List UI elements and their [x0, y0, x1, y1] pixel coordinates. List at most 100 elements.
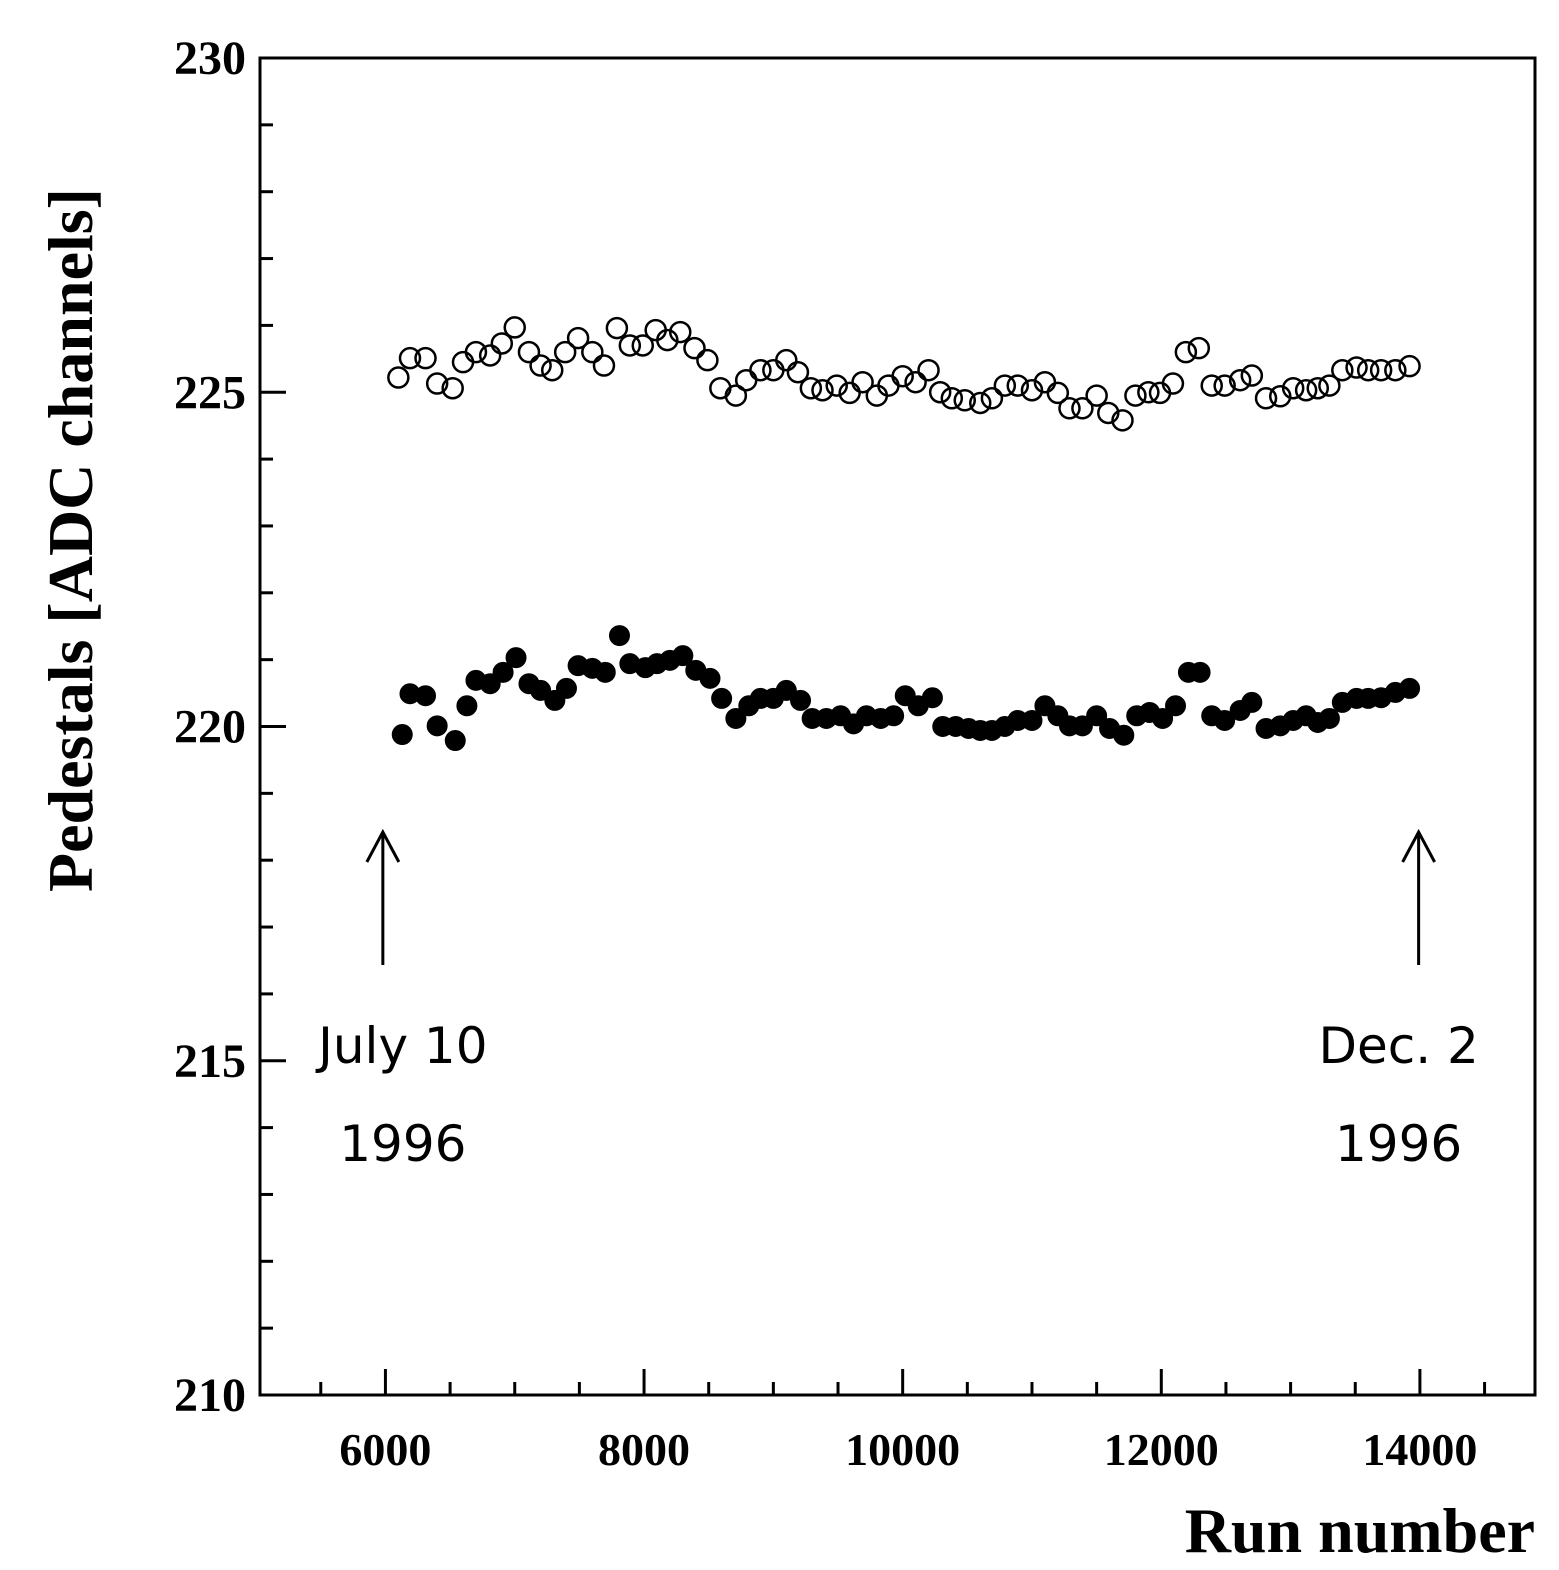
filled-marker — [492, 661, 514, 683]
open-marker — [683, 336, 706, 360]
filled-marker — [505, 647, 527, 669]
open-marker — [1071, 397, 1094, 420]
open-marker — [451, 350, 475, 374]
open-marker — [1356, 358, 1380, 382]
open-marker — [1174, 340, 1198, 364]
open-marker — [605, 316, 629, 340]
open-marker — [553, 340, 577, 364]
x-tick-label: 14000 — [1362, 1424, 1477, 1475]
open-marker — [464, 340, 488, 364]
filled-marker — [921, 687, 943, 709]
x-tick-label: 10000 — [845, 1424, 960, 1475]
filled-marker — [1071, 715, 1093, 737]
annotation-text: Dec. 2 — [1318, 1017, 1478, 1075]
filled-marker — [1189, 661, 1211, 683]
open-marker — [503, 316, 526, 339]
open-marker — [1161, 372, 1185, 395]
open-marker — [1398, 354, 1421, 378]
open-marker — [398, 346, 422, 370]
open-marker — [1137, 381, 1160, 404]
plot-frame — [258, 56, 1537, 1397]
open-marker — [928, 381, 952, 404]
open-marker — [581, 340, 604, 364]
open-marker — [618, 334, 642, 357]
open-marker — [540, 358, 564, 382]
open-marker — [1254, 387, 1278, 410]
annotation-arrow — [365, 828, 401, 965]
y-tick-label: 215 — [174, 1035, 246, 1088]
annotation-text: 1996 — [1335, 1115, 1462, 1173]
open-marker — [1200, 374, 1223, 397]
open-marker — [566, 326, 590, 350]
open-marker — [969, 391, 992, 415]
filled-marker — [699, 667, 721, 689]
open-marker — [1085, 384, 1108, 407]
open-marker — [811, 378, 834, 402]
y-tick-label: 225 — [174, 366, 246, 419]
open-marker — [1240, 364, 1264, 387]
open-marker — [904, 370, 927, 394]
open-marker — [1046, 381, 1070, 405]
filled-marker — [672, 645, 694, 667]
open-marker — [1058, 397, 1081, 420]
filled-marker — [594, 661, 616, 683]
filled-marker — [790, 689, 812, 711]
open-marker — [1228, 368, 1252, 392]
filled-marker — [1165, 695, 1187, 717]
open-marker — [414, 346, 437, 370]
open-marker — [387, 366, 410, 389]
open-marker — [1281, 376, 1305, 400]
x-tick-label: 6000 — [339, 1424, 431, 1475]
filled-marker — [775, 679, 797, 701]
filled-marker — [711, 687, 733, 709]
open-marker — [592, 354, 616, 377]
annotation-text: 1996 — [339, 1115, 466, 1173]
open-marker — [1111, 409, 1134, 432]
open-marker — [786, 360, 810, 384]
open-marker — [1213, 374, 1236, 397]
open-marker — [1124, 384, 1147, 407]
open-marker — [1269, 385, 1292, 408]
open-marker — [734, 368, 758, 392]
open-marker — [517, 340, 541, 364]
open-marker — [917, 358, 940, 382]
open-marker — [1331, 358, 1354, 382]
open-marker — [656, 328, 679, 352]
filled-marker — [1318, 707, 1340, 729]
open-marker — [631, 334, 655, 357]
open-marker — [762, 358, 785, 382]
y-tick-label: 230 — [174, 32, 246, 85]
filled-marker — [1021, 709, 1043, 731]
filled-marker — [1086, 705, 1108, 727]
y-tick-label: 220 — [174, 701, 246, 754]
filled-marker — [426, 715, 448, 737]
open-marker — [980, 387, 1004, 410]
open-marker — [775, 348, 798, 372]
open-marker — [441, 376, 464, 400]
open-marker — [1306, 376, 1330, 400]
y-tick-label: 210 — [174, 1369, 246, 1422]
open-marker — [1318, 374, 1341, 397]
open-marker — [891, 364, 914, 388]
filled-marker — [883, 705, 905, 727]
filled-marker — [555, 677, 577, 699]
open-marker — [724, 384, 748, 407]
open-marker — [940, 387, 964, 410]
open-marker — [1369, 358, 1393, 382]
filled-marker — [1399, 677, 1421, 699]
filled-marker — [1241, 691, 1263, 713]
open-marker — [953, 389, 976, 412]
open-marker — [1187, 336, 1211, 360]
open-marker — [1006, 374, 1030, 397]
open-marker — [1097, 401, 1120, 425]
open-marker — [709, 376, 732, 400]
open-marker — [696, 348, 719, 372]
open-marker — [749, 358, 772, 382]
open-marker — [825, 374, 848, 397]
filled-marker — [725, 707, 747, 729]
open-marker — [490, 332, 514, 355]
open-marker — [1294, 378, 1318, 402]
filled-marker — [391, 724, 413, 746]
filled-marker — [456, 695, 478, 717]
